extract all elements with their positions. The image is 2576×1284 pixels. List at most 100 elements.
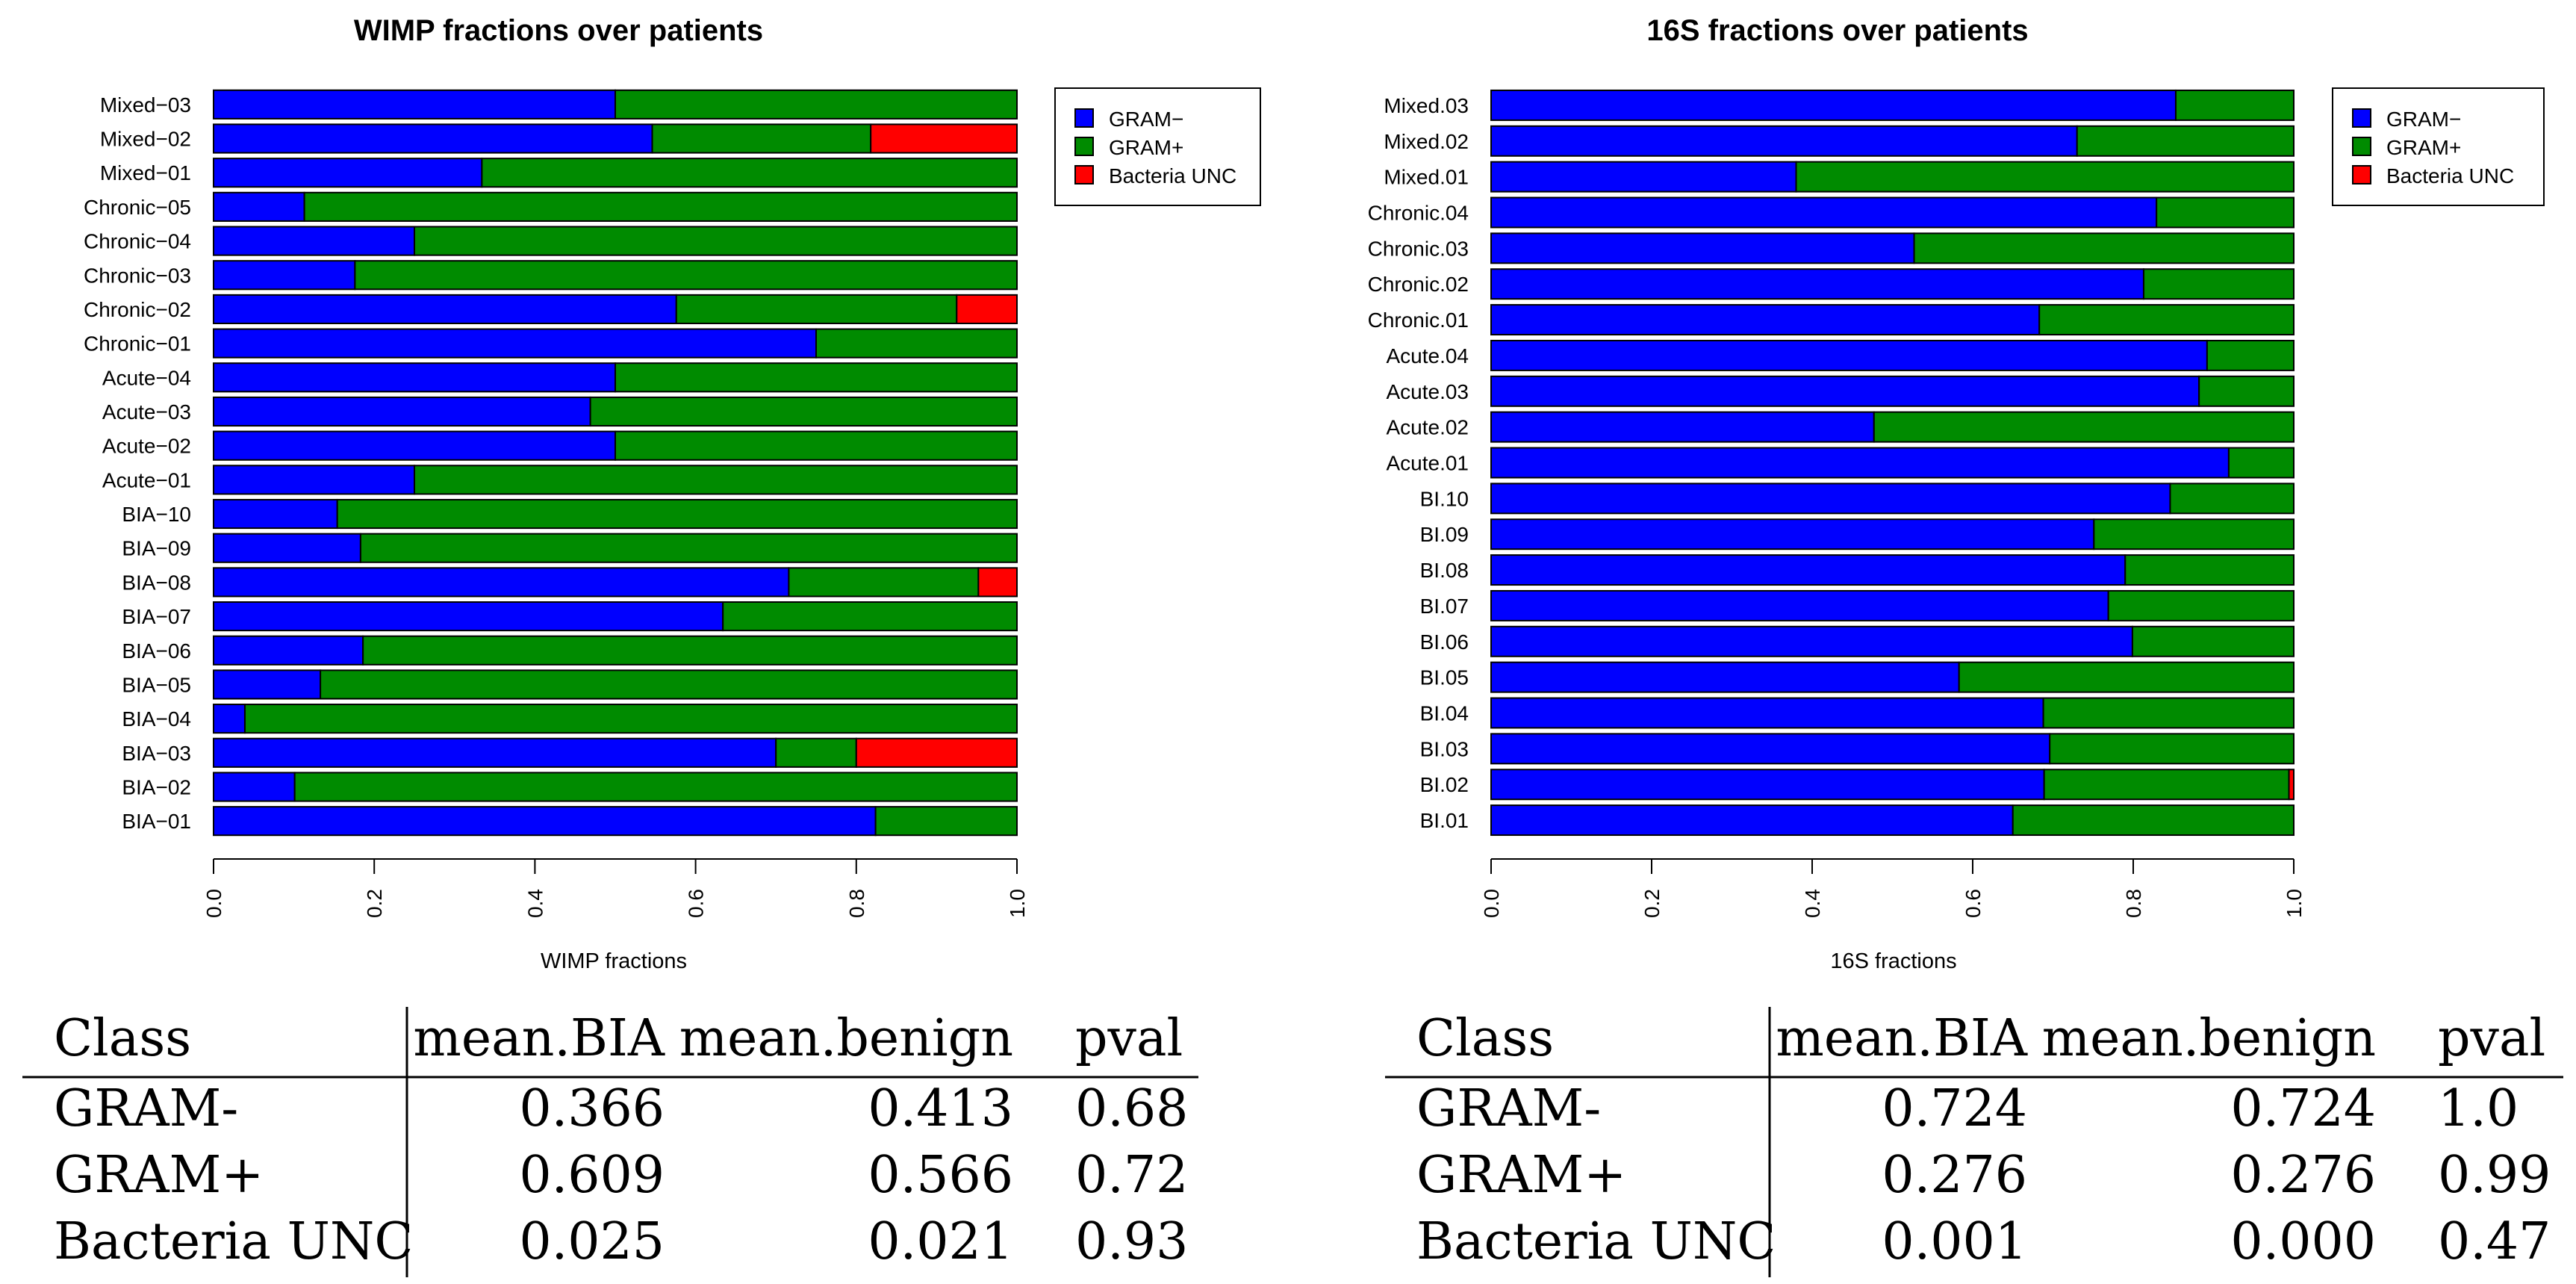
16s-category-label: BI.10 — [1420, 487, 1469, 510]
16s-category-label: Chronic.02 — [1368, 273, 1469, 296]
wimp-bar-unc — [977, 567, 1018, 598]
wimp-row-gram-neg-mean-bia: 0.366 — [519, 1079, 665, 1138]
16s-row-unc-mean-benign: 0.000 — [2230, 1212, 2376, 1271]
16s-row-gram-pos-mean-bia: 0.276 — [1882, 1146, 2027, 1205]
16s-category-label: Chronic.03 — [1368, 237, 1469, 260]
wimp-bar-gram-neg — [213, 806, 877, 837]
16s-bar-gram-pos — [2174, 89, 2295, 121]
wimp-x-tick-label: 0.8 — [845, 889, 868, 918]
wimp-category-label: Acute−01 — [102, 468, 191, 491]
16s-bar-gram-neg — [1490, 89, 2177, 121]
wimp-bar-unc — [870, 123, 1018, 154]
16s-x-axis-label: 16S fractions — [1830, 949, 1956, 973]
wimp-row-unc-mean-bia: 0.025 — [519, 1212, 665, 1271]
16s-row-gram-pos-mean-benign: 0.276 — [2230, 1146, 2376, 1205]
16s-bar-gram-pos — [2198, 375, 2295, 407]
wimp-x-tick-label: 0.2 — [363, 889, 386, 918]
wimp-x-tick-label: 1.0 — [1006, 889, 1029, 918]
16s-bar-gram-pos — [2076, 125, 2295, 157]
wimp-category-label: Acute−03 — [102, 400, 191, 424]
16s-bar-gram-pos — [2093, 518, 2295, 550]
16s-bar-gram-pos — [2169, 483, 2295, 515]
wimp-bars — [213, 89, 1018, 837]
16s-legend-label-unc: Bacteria UNC — [2386, 164, 2514, 187]
wimp-bar-gram-neg — [213, 396, 591, 427]
16s-legend-label-gram-neg: GRAM− — [2386, 108, 2461, 131]
wimp-bar-gram-neg — [213, 465, 415, 495]
wimp-row-gram-pos-pval: 0.72 — [1075, 1146, 1188, 1205]
16s-bar-gram-neg — [1490, 625, 2133, 657]
16s-category-label: Chronic.01 — [1368, 308, 1469, 332]
16s-bar-gram-neg — [1490, 447, 2230, 479]
wimp-bar-gram-neg — [213, 294, 677, 325]
wimp-bar-gram-neg — [213, 669, 322, 700]
16s-bar-gram-neg — [1490, 661, 1960, 693]
wimp-category-label: Mixed−01 — [100, 161, 191, 184]
16s-category-label: BI.04 — [1420, 702, 1469, 725]
16s-bar-gram-pos — [2206, 339, 2295, 371]
16s-bar-gram-pos — [2124, 554, 2295, 586]
16s-x-tick-label: 1.0 — [2283, 889, 2306, 918]
16s-category-label: BI.09 — [1420, 523, 1469, 546]
wimp-bar-gram-neg — [213, 601, 724, 632]
16s-row-gram-neg-mean-benign: 0.724 — [2230, 1079, 2376, 1138]
wimp-legend-label-gram-pos: GRAM+ — [1109, 136, 1183, 159]
wimp-bar-gram-pos — [320, 669, 1018, 700]
16s-table-header-pval: pval — [2438, 1009, 2545, 1068]
wimp-category-label: Chronic−01 — [84, 332, 191, 356]
wimp-row-gram-pos-class: GRAM+ — [54, 1146, 264, 1205]
16s-bar-gram-neg — [1490, 339, 2208, 371]
16s-category-labels: BI.01 BI.02 BI.03 BI.04 BI.05 BI.06 BI.07 BI.08… — [1368, 94, 1469, 832]
16s-chart-title: 16S fractions over patients — [1646, 14, 2028, 47]
wimp-bar-gram-neg — [213, 704, 246, 734]
wimp-bar-gram-pos — [615, 89, 1018, 120]
wimp-x-tick-label: 0.0 — [202, 889, 225, 918]
wimp-bar-gram-neg — [213, 430, 616, 461]
wimp-bar-gram-pos — [815, 328, 1018, 359]
wimp-category-label: BIA−01 — [122, 810, 191, 833]
wimp-bar-unc — [855, 737, 1018, 768]
wimp-row-unc-class: Bacteria UNC — [54, 1212, 413, 1271]
wimp-bar-gram-pos — [354, 260, 1018, 291]
16s-bar-gram-neg — [1490, 769, 2045, 801]
16s-x-tick-label: 0.2 — [1640, 889, 1664, 918]
16s-bar-gram-neg — [1490, 411, 1875, 443]
16s-bar-gram-neg — [1490, 161, 1797, 193]
wimp-bar-gram-neg — [213, 89, 616, 120]
wimp-bar-gram-neg — [213, 260, 356, 291]
wimp-x-axis: 0.0 0.2 0.4 0.6 0.8 1.0 — [202, 858, 1029, 918]
16s-category-label: BI.05 — [1420, 666, 1469, 689]
wimp-category-label: Chronic−03 — [84, 264, 191, 287]
wimp-row-gram-pos-mean-bia: 0.609 — [519, 1146, 665, 1205]
16s-bar-gram-pos — [2012, 804, 2295, 837]
16s-bar-gram-pos — [1958, 661, 2295, 693]
16s-category-label: Acute.01 — [1386, 452, 1469, 475]
16s-bar-gram-neg — [1490, 268, 2144, 300]
wimp-bar-gram-pos — [651, 123, 872, 154]
16s-category-label: BI.03 — [1420, 737, 1469, 760]
16s-category-label: BI.06 — [1420, 630, 1469, 654]
wimp-category-label: BIA−08 — [122, 571, 191, 594]
16s-category-label: Chronic.04 — [1368, 202, 1469, 225]
16s-bars — [1490, 89, 2295, 837]
16s-bar-gram-neg — [1490, 196, 2158, 229]
wimp-bar-gram-neg — [213, 328, 817, 359]
16s-bar-gram-neg — [1490, 304, 2041, 336]
16s-row-gram-pos-pval: 0.99 — [2438, 1146, 2551, 1205]
16s-row-gram-neg-class: GRAM- — [1416, 1079, 1601, 1138]
wimp-bar-gram-pos — [874, 806, 1018, 837]
16s-bar-gram-neg — [1490, 697, 2044, 729]
16s-bar-gram-neg — [1490, 554, 2127, 586]
wimp-bar-gram-pos — [243, 704, 1018, 734]
wimp-legend-label-gram-neg: GRAM− — [1109, 108, 1183, 131]
16s-row-gram-neg-mean-bia: 0.724 — [1882, 1079, 2027, 1138]
16s-table-header-mean-bia: mean.BIA — [1776, 1009, 2028, 1068]
wimp-category-label: BIA−02 — [122, 775, 191, 798]
16s-bar-gram-pos — [2227, 447, 2295, 479]
wimp-bar-gram-pos — [615, 362, 1018, 393]
wimp-category-label: Chronic−05 — [84, 196, 191, 219]
wimp-bar-gram-pos — [481, 158, 1018, 188]
16s-row-unc-pval: 0.47 — [2438, 1212, 2551, 1271]
16s-category-label: BI.07 — [1420, 595, 1469, 618]
wimp-category-label: Chronic−04 — [84, 230, 191, 253]
